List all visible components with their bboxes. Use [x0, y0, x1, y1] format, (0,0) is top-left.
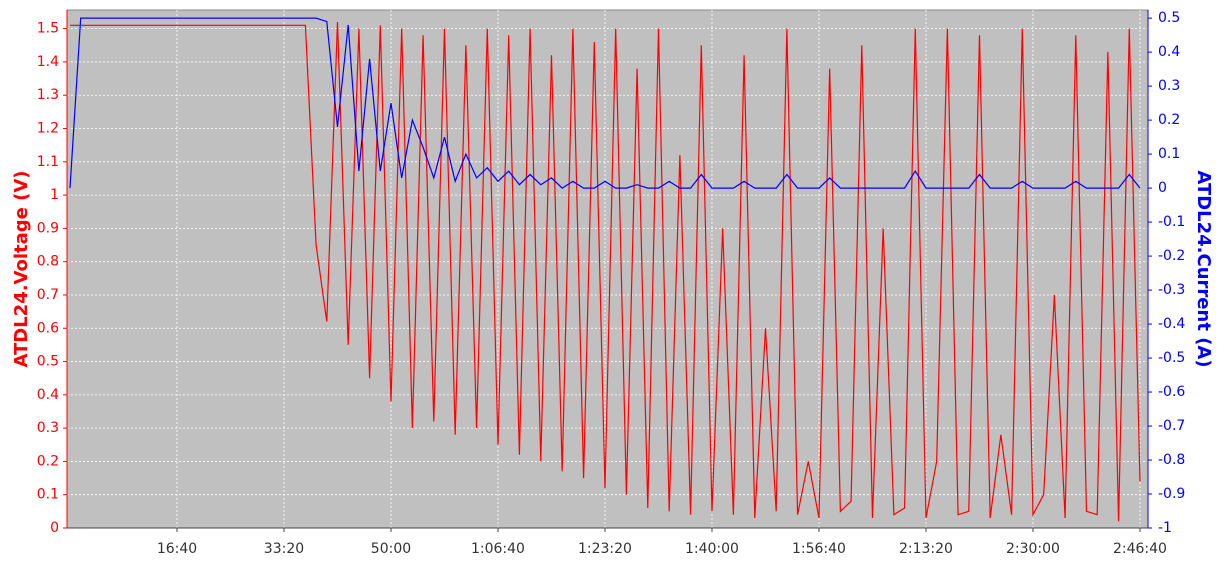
y-tick-label: 0.3 — [37, 420, 59, 436]
y2-tick-label: 0 — [1158, 180, 1167, 196]
y-tick-label: 1.5 — [37, 21, 59, 37]
x-tick-label: 50:00 — [371, 541, 411, 557]
x-tick-label: 2:30:00 — [1006, 541, 1060, 557]
y-tick-label: 1.1 — [37, 154, 59, 170]
y2-tick-label: 0.3 — [1158, 78, 1180, 94]
y2-tick-label: -0.2 — [1158, 248, 1185, 264]
y2-tick-label: 0.1 — [1158, 146, 1180, 162]
y2-tick-label: 0.2 — [1158, 112, 1180, 128]
y-tick-label: 1.3 — [37, 87, 59, 103]
series-line — [69, 21, 1141, 522]
y2-axis-title: ATDL24.Current (A) — [1193, 170, 1214, 367]
x-tick-label: 1:56:40 — [792, 541, 846, 557]
y-tick-label: 0.7 — [37, 287, 59, 303]
y-tick-label: 1.4 — [37, 54, 59, 70]
y-tick-label: 0.4 — [37, 387, 59, 403]
y2-tick-label: -0.7 — [1158, 418, 1185, 434]
y2-tick-label: 0.5 — [1158, 10, 1180, 26]
x-tick-label: 33:20 — [264, 541, 304, 557]
y-tick-label: 0.9 — [37, 220, 59, 236]
y2-tick-label: -0.1 — [1158, 214, 1185, 230]
y2-tick-label: 0.4 — [1158, 44, 1180, 60]
x-tick-label: 1:23:20 — [578, 541, 632, 557]
x-tick-label: 2:13:20 — [899, 541, 953, 557]
y-tick-label: 0.8 — [37, 254, 59, 270]
y2-tick-label: -0.3 — [1158, 282, 1185, 298]
y2-tick-label: -0.9 — [1158, 486, 1185, 502]
y2-tick-label: -0.5 — [1158, 350, 1185, 366]
x-tick-label: 2:46:40 — [1113, 541, 1167, 557]
y-tick-label: 0.6 — [37, 320, 59, 336]
series-line — [69, 17, 1141, 189]
plot-area — [66, 9, 1149, 529]
y-axis-title: ATDL24.Voltage (V) — [11, 170, 32, 367]
x-tick-label: 1:40:00 — [685, 541, 739, 557]
y2-tick-label: -0.4 — [1158, 316, 1185, 332]
y-tick-label: 0 — [50, 520, 59, 536]
x-tick-label: 16:40 — [157, 541, 197, 557]
y-tick-label: 0.2 — [37, 453, 59, 469]
y-tick-label: 0.1 — [37, 487, 59, 503]
y-tick-label: 0.5 — [37, 354, 59, 370]
x-tick-label: 1:06:40 — [471, 541, 525, 557]
y2-tick-label: -0.8 — [1158, 452, 1185, 468]
y2-tick-label: -1 — [1158, 520, 1172, 536]
y-tick-label: 1 — [50, 187, 59, 203]
y2-tick-label: -0.6 — [1158, 384, 1185, 400]
y-tick-label: 1.2 — [37, 121, 59, 137]
